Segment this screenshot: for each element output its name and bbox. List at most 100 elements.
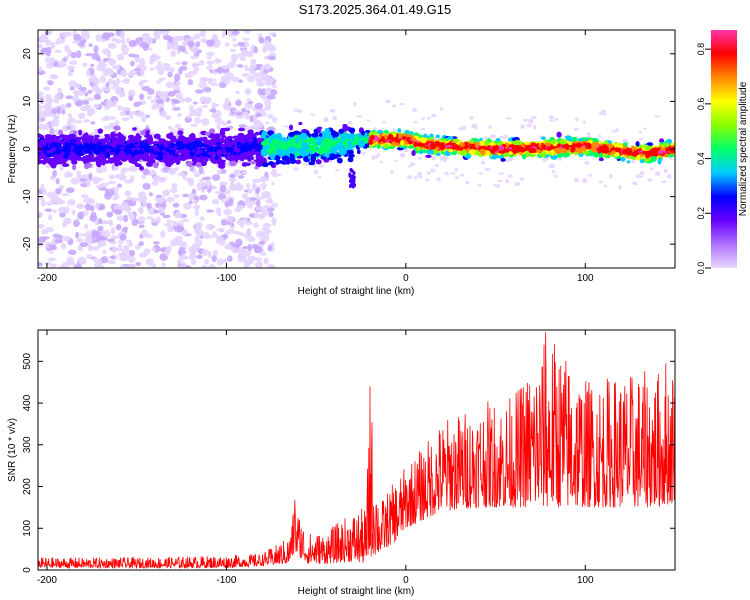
spectrogram-cell	[204, 180, 212, 187]
spectrogram-cell	[654, 171, 661, 177]
spectrogram-cell	[447, 136, 454, 140]
spectrogram-cell	[224, 42, 230, 47]
spectrogram-cell	[411, 149, 416, 157]
spectrogram-cell	[268, 161, 274, 166]
spectrogram-cell	[448, 148, 454, 153]
spectrogram-cell	[274, 154, 281, 162]
spectrogram-cell	[47, 257, 56, 262]
x-tick-label: -200	[37, 575, 57, 586]
spectrogram-cell	[136, 150, 145, 155]
spectrogram-cell	[86, 179, 91, 188]
spectrogram-cell	[336, 157, 343, 164]
spectrogram-cell	[201, 176, 211, 181]
spectrogram-cell	[191, 242, 200, 251]
y-tick-label: 0	[22, 567, 33, 573]
spectrogram-cell	[40, 183, 45, 192]
spectrogram-cell	[72, 164, 77, 171]
spectrogram-cell	[80, 106, 89, 112]
spectrogram-cell	[62, 163, 70, 167]
spectrogram-cell	[435, 134, 440, 139]
spectrogram-cell	[259, 175, 268, 183]
y-tick-label: 500	[22, 353, 33, 370]
spectrogram-cell	[65, 135, 70, 140]
spectrogram-cell	[248, 143, 254, 150]
spectrogram-cell	[338, 149, 344, 155]
spectrogram-cell	[236, 64, 244, 68]
spectrogram-cell	[107, 58, 117, 64]
spectrogram-cell	[49, 127, 55, 135]
spectrogram-cell	[480, 160, 486, 165]
spectrogram-cell	[212, 44, 220, 48]
spectrogram-cell	[94, 136, 99, 143]
spectrogram-cell	[151, 263, 157, 268]
spectrogram-cell	[399, 152, 406, 158]
spectrogram-cell	[247, 129, 254, 136]
colorbar-scale	[711, 30, 737, 268]
spectrogram-cell	[502, 152, 511, 158]
spectrogram-cell	[376, 152, 380, 157]
spectrogram-cell	[338, 141, 343, 145]
spectrogram-cell	[81, 140, 88, 144]
spectrogram-cell	[167, 225, 174, 233]
spectrogram-cell	[259, 251, 267, 256]
spectrogram-cell	[141, 229, 148, 237]
spectrogram-cell	[175, 81, 181, 86]
spectrogram-cell	[80, 86, 87, 92]
spectrogram-cell	[209, 156, 213, 162]
spectrogram-cell	[654, 115, 661, 118]
spectrogram-cell	[162, 214, 171, 219]
spectrogram-cell	[38, 117, 42, 123]
spectrogram-cell	[574, 117, 579, 122]
spectrogram-cell	[271, 168, 277, 173]
colorbar-tick-label: 0.6	[696, 98, 706, 111]
spectrogram-cell	[130, 60, 135, 67]
spectrogram-cell	[256, 154, 262, 159]
spectrogram-cell	[64, 206, 70, 214]
spectrogram-cell	[403, 148, 409, 153]
spectrogram-cell	[237, 127, 246, 132]
spectrogram-cell	[90, 153, 95, 158]
spectrogram-cell	[173, 194, 180, 199]
spectrogram-cell	[243, 189, 249, 193]
spectrogram-cell	[544, 142, 551, 147]
spectrogram-cell	[167, 167, 177, 175]
spectrogram-cell	[93, 128, 99, 136]
spectrogram-cell	[78, 112, 86, 120]
spectrogram-cell	[121, 37, 126, 45]
spectrogram-cell	[414, 175, 418, 180]
spectrogram-cell	[187, 40, 195, 47]
spectrogram-cell	[548, 164, 552, 169]
spectrogram-cell	[91, 76, 97, 83]
spectrogram-cell	[187, 79, 194, 86]
spectrogram-cell	[61, 193, 69, 197]
spectrogram-cell	[207, 250, 212, 259]
spectrogram-cell	[183, 202, 192, 210]
spectrogram-cell	[145, 258, 154, 266]
spectrogram-cell	[170, 98, 178, 102]
spectrogram-cell	[94, 261, 99, 268]
spectrogram-cell	[460, 150, 468, 157]
spectrogram-cell	[178, 225, 185, 232]
spectrogram-cell	[128, 53, 136, 58]
spectrogram-cell	[143, 146, 152, 153]
spectrogram-cell	[88, 172, 93, 180]
spectrogram-cell	[345, 133, 353, 140]
spectrogram-cell	[539, 151, 547, 158]
spectrogram-cell	[66, 65, 75, 71]
spectrogram-cell	[458, 127, 463, 131]
spectrogram-cell	[188, 200, 193, 205]
spectrogram-cell	[153, 30, 159, 39]
spectrogram-cell	[86, 135, 95, 141]
spectrogram-cell	[139, 42, 148, 47]
spectrogram-cell	[310, 156, 317, 163]
spectrogram-cell	[43, 34, 49, 43]
spectrogram-cell	[111, 37, 118, 42]
spectrogram-cell	[380, 135, 385, 142]
spectrogram-cell	[149, 153, 156, 160]
spectrogram-cell	[257, 88, 262, 96]
spectrogram-cell	[520, 148, 526, 153]
spectrogram-cell	[418, 156, 422, 160]
spectrogram-cell	[63, 153, 69, 159]
spectrogram-cell	[117, 104, 123, 111]
spectrogram-cell	[599, 112, 604, 115]
